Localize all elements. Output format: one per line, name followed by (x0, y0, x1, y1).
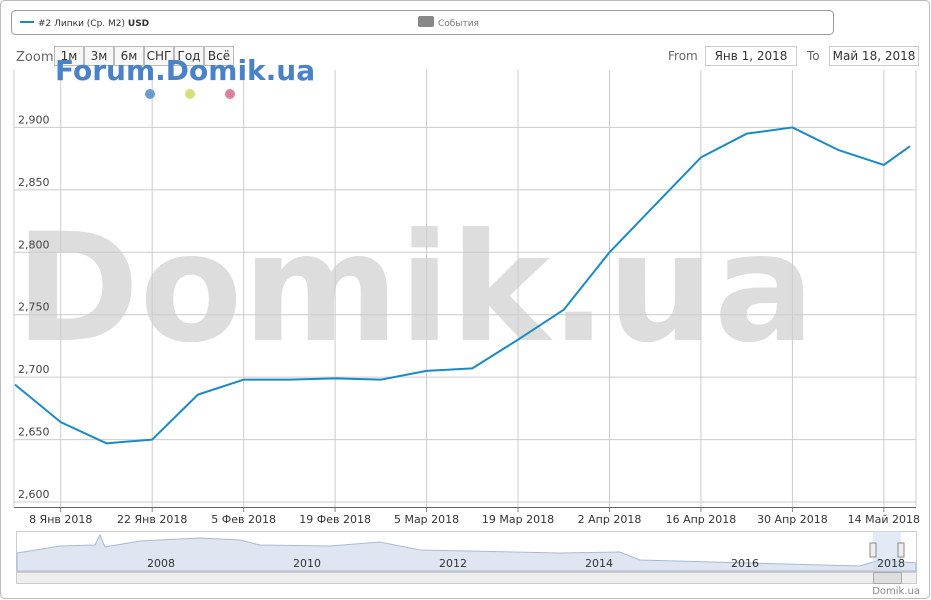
x-tick-label: 22 Янв 2018 (117, 513, 187, 526)
to-date[interactable]: Май 18, 2018 (833, 49, 916, 63)
y-tick-label: 2,700 (18, 363, 50, 376)
navigator-series (16, 533, 917, 572)
navigator-year: 2014 (585, 557, 613, 570)
x-tick-label: 2 Апр 2018 (578, 513, 642, 526)
x-tick-label: 19 Фев 2018 (299, 513, 371, 526)
dot (225, 89, 235, 99)
from-input[interactable] (705, 46, 797, 66)
navigator-handle[interactable] (897, 542, 905, 558)
navigator-year: 2008 (147, 557, 175, 570)
scrollbar[interactable] (16, 572, 917, 584)
x-tick-label: 8 Янв 2018 (29, 513, 92, 526)
watermark: Forum.Domik.ua (55, 54, 315, 87)
to-input[interactable] (829, 46, 919, 66)
x-tick-label: 16 Апр 2018 (666, 513, 737, 526)
y-tick-label: 2,900 (18, 113, 50, 126)
zoom-button[interactable] (54, 46, 84, 66)
y-tick-label: 2,750 (18, 301, 50, 314)
zoom-button[interactable] (114, 46, 144, 66)
navigator-year: 2012 (439, 557, 467, 570)
watermark-big: Domik.ua (15, 202, 815, 376)
navigator-handle[interactable] (869, 542, 877, 558)
legend-item[interactable]: #2 Липки (Ср. М2) USD (38, 19, 149, 29)
x-tick-label: 14 Май 2018 (848, 513, 920, 526)
x-tick-label: 5 Мар 2018 (394, 513, 459, 526)
navigator-year: 2016 (731, 557, 759, 570)
navigator-year: 2018 (877, 557, 905, 570)
dot (145, 89, 155, 99)
zoom-button-label[interactable]: Год (178, 49, 201, 63)
zoom-button-label[interactable]: СНГ (147, 49, 172, 63)
events-swatch[interactable] (418, 16, 434, 27)
x-tick-label: 30 Апр 2018 (757, 513, 828, 526)
zoom-button[interactable] (204, 46, 234, 66)
zoom-button-label[interactable]: 1м (61, 49, 78, 63)
zoom-button[interactable] (174, 46, 204, 66)
zoom-button[interactable] (84, 46, 114, 66)
x-tick-label: 5 Фев 2018 (211, 513, 276, 526)
zoom-button-label[interactable]: Всё (208, 49, 230, 63)
events-legend[interactable]: События (438, 19, 479, 29)
navigator-year: 2010 (293, 557, 321, 570)
y-tick-label: 2,600 (18, 488, 50, 501)
navigator-window[interactable] (873, 531, 901, 571)
x-tick-label: 19 Мар 2018 (482, 513, 554, 526)
y-tick-label: 2,650 (18, 426, 50, 439)
zoom-label: Zoom (16, 50, 53, 65)
dot (185, 89, 195, 99)
y-tick-label: 2,800 (18, 238, 50, 251)
y-tick-label: 2,850 (18, 176, 50, 189)
from-date[interactable]: Янв 1, 2018 (715, 49, 788, 63)
series-line (14, 126, 911, 445)
credit[interactable]: Domik.ua (872, 586, 920, 597)
zoom-button-label[interactable]: 3м (91, 49, 108, 63)
scrollbar-thumb[interactable] (873, 572, 902, 584)
to-label: To (806, 49, 820, 63)
zoom-button[interactable] (144, 46, 174, 66)
from-label: From (668, 49, 698, 63)
zoom-button-label[interactable]: 6м (121, 49, 138, 63)
